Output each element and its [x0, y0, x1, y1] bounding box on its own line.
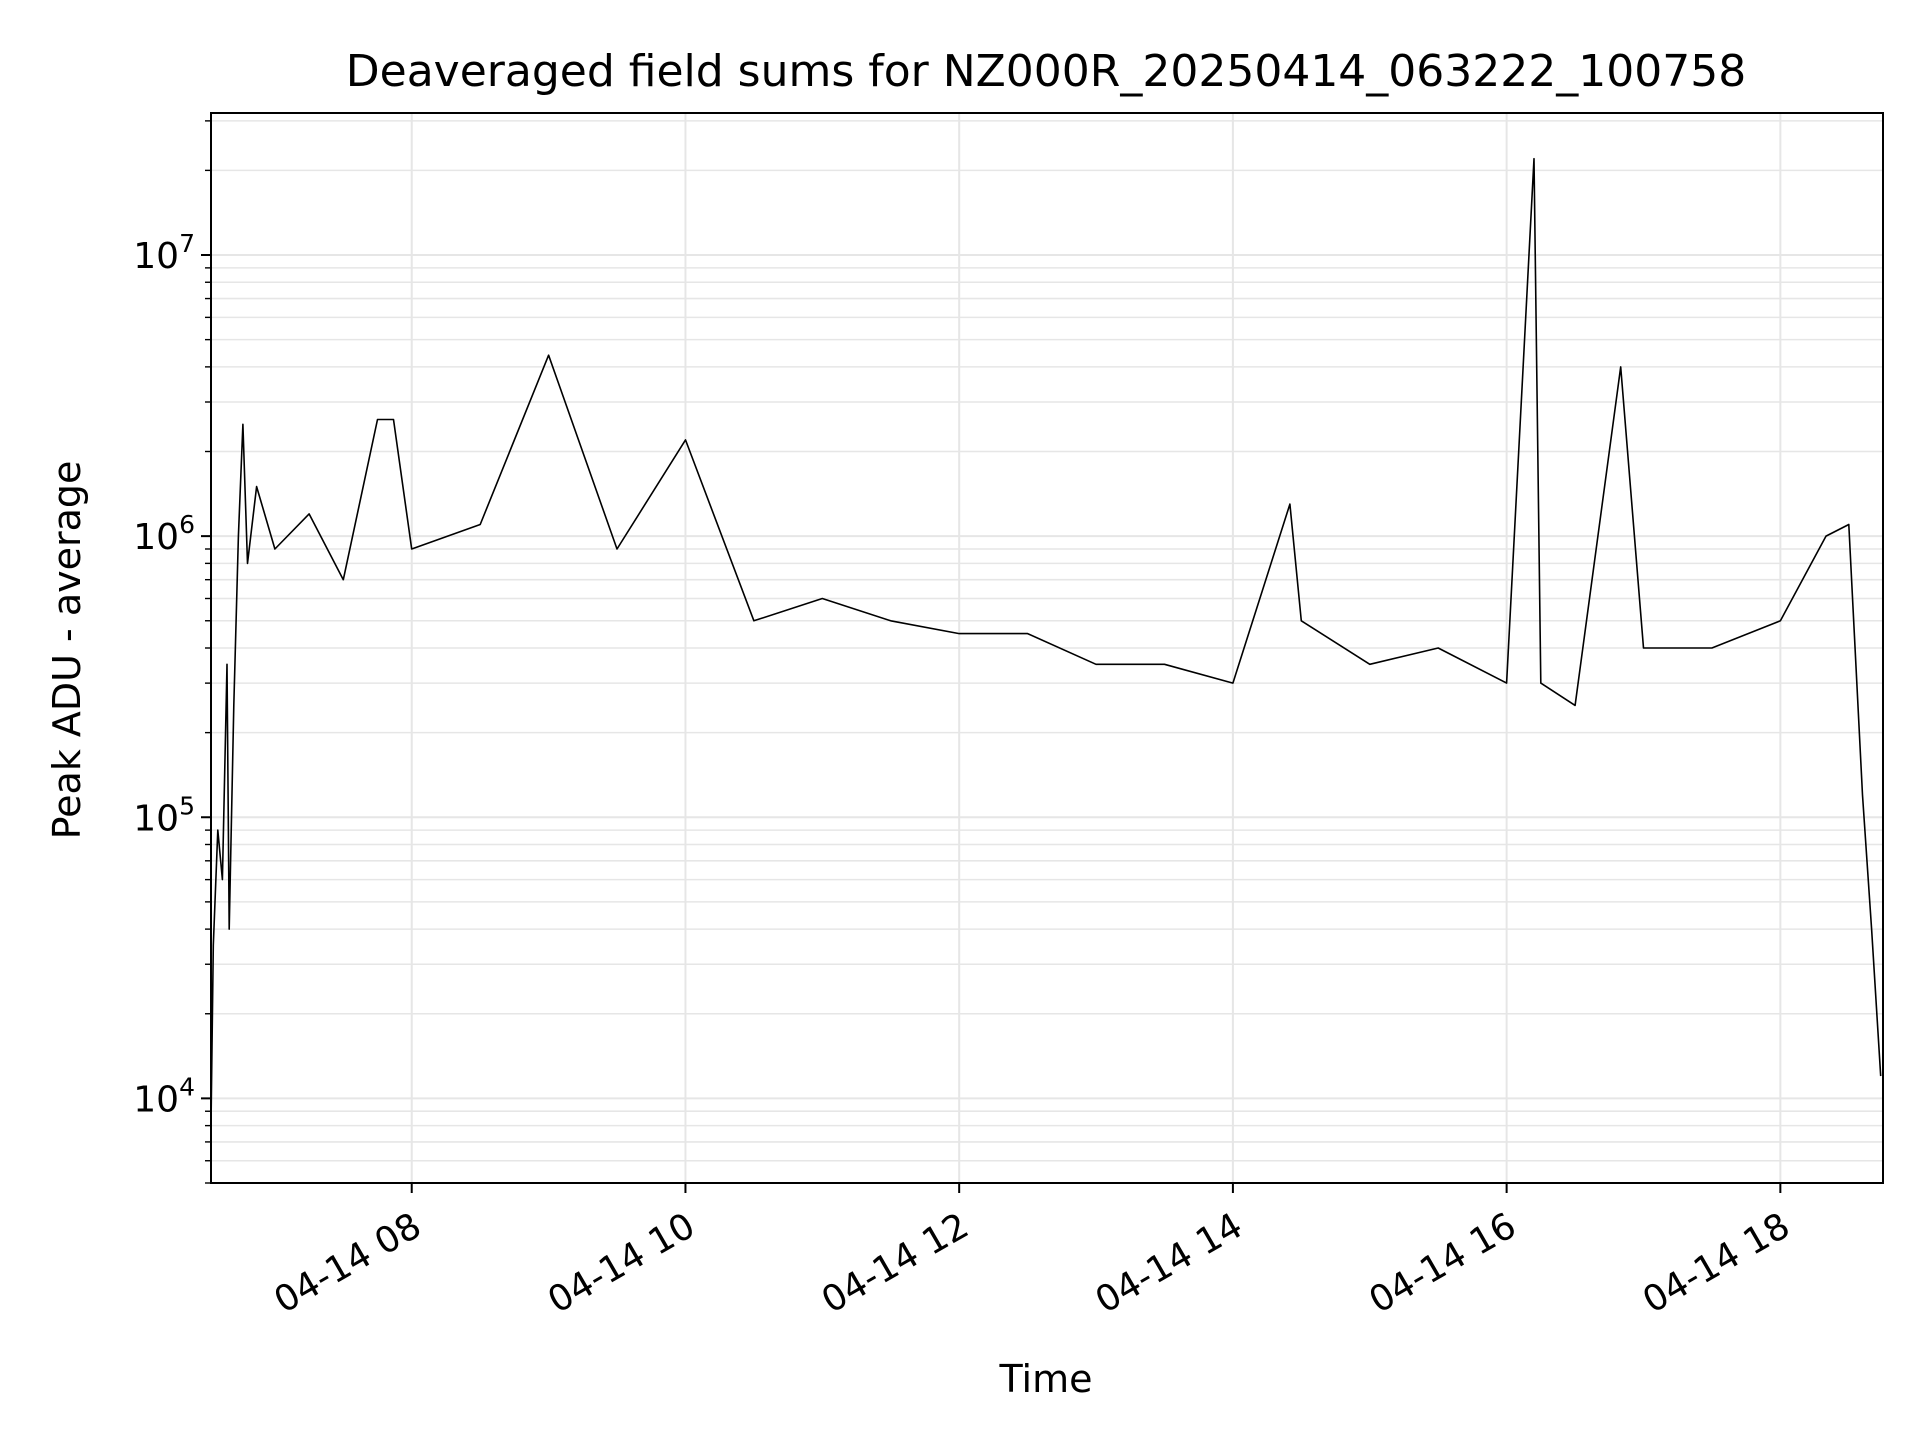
y-tick-label: 107 — [133, 229, 195, 277]
grid — [211, 113, 1883, 1184]
series-line — [211, 157, 1882, 1126]
y-tick-label: 105 — [133, 791, 195, 839]
plot-frame — [210, 112, 1884, 1184]
plot-area — [211, 157, 1882, 1126]
x-axis-label: Time — [999, 1357, 1093, 1401]
y-tick-label: 106 — [133, 510, 195, 558]
y-axis-label: Peak ADU - average — [45, 461, 89, 840]
chart-title: Deaveraged field sums for NZ000R_2025041… — [346, 46, 1746, 97]
y-tick-label: 104 — [133, 1072, 195, 1120]
